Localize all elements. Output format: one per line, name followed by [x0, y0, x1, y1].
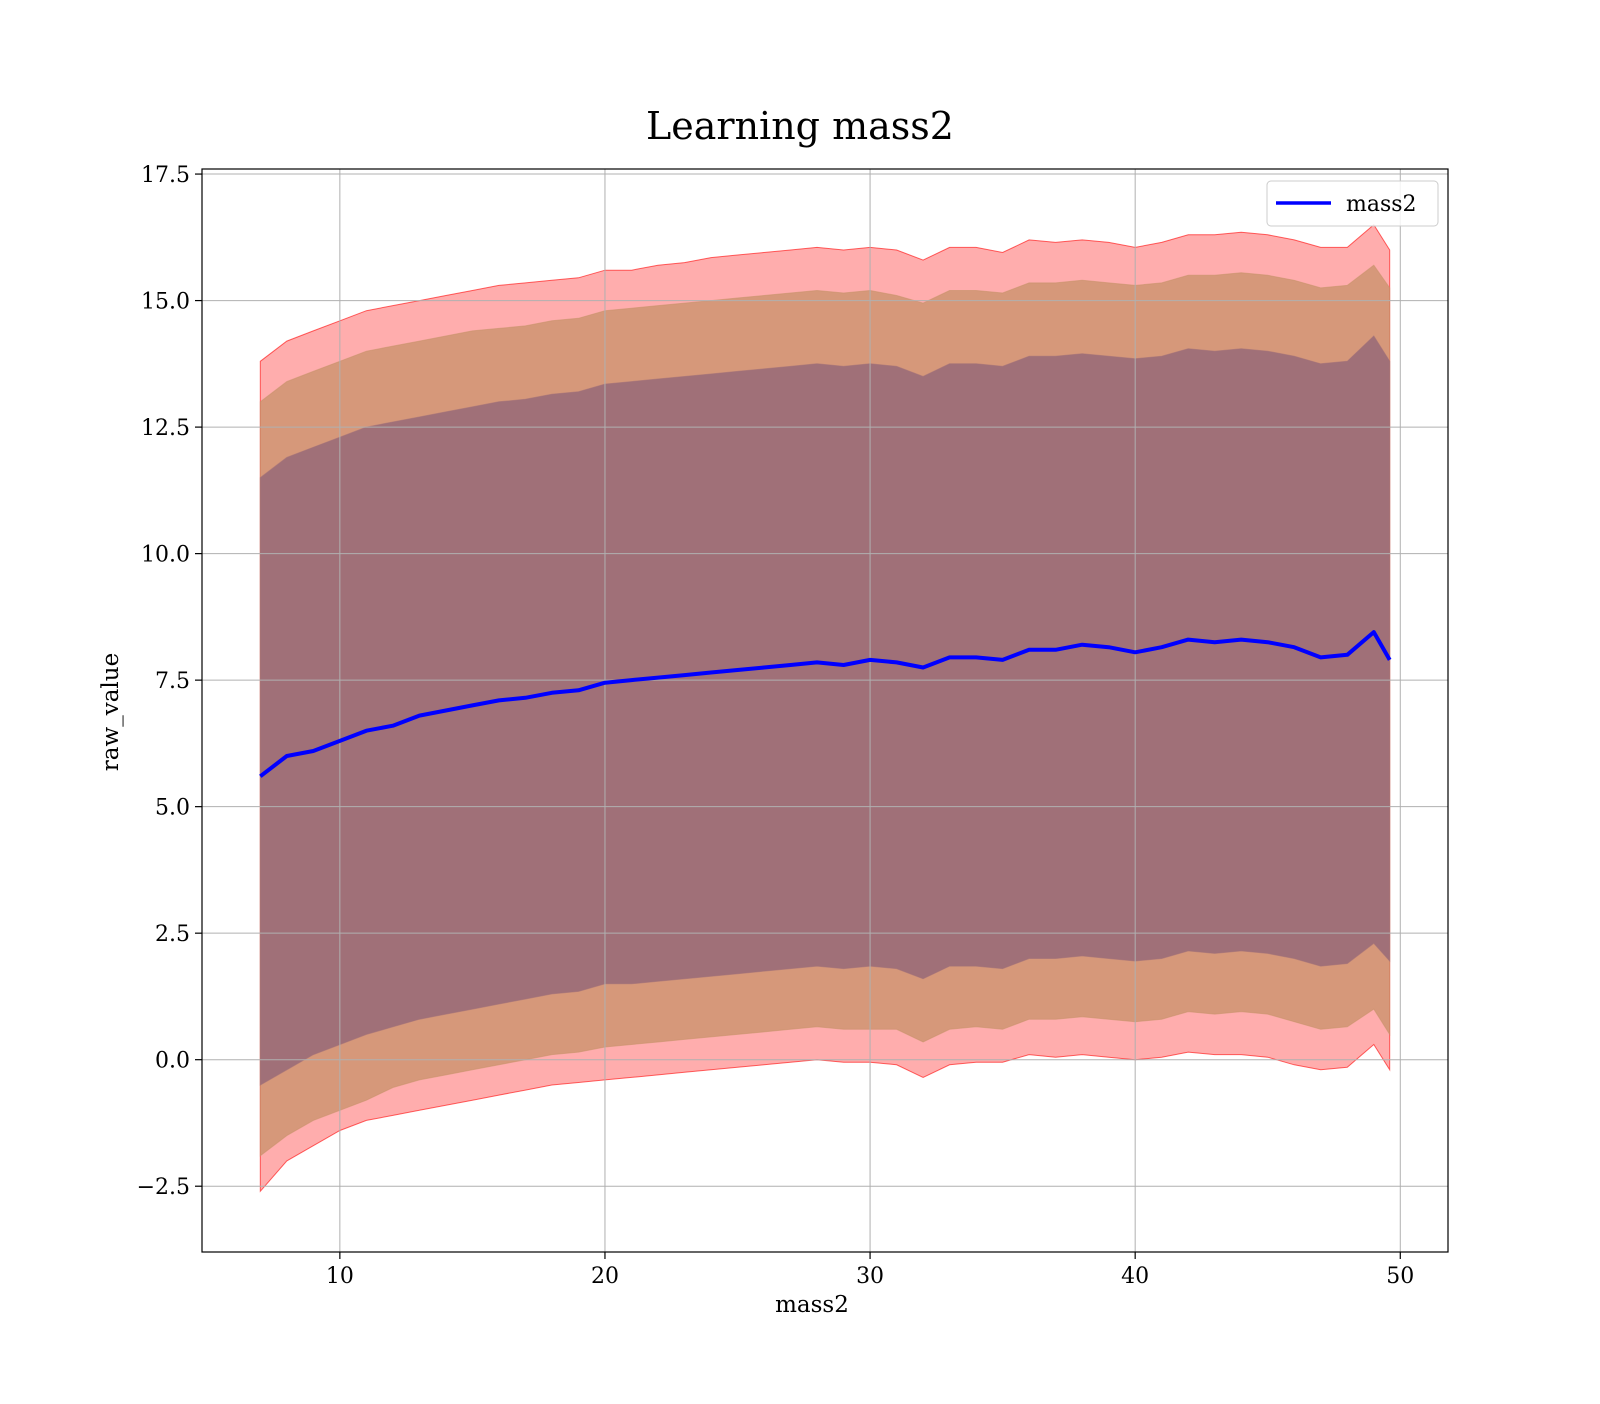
- x-tick-label: 30: [856, 1264, 884, 1289]
- y-tick-label: 0.0: [155, 1049, 190, 1074]
- y-tick-label: −2.5: [137, 1175, 190, 1200]
- x-tick-label: 40: [1121, 1264, 1149, 1289]
- y-tick-label: 12.5: [141, 416, 190, 441]
- x-tick-label: 20: [591, 1264, 619, 1289]
- y-tick-label: 7.5: [155, 669, 190, 694]
- x-axis-label: mass2: [775, 1292, 849, 1318]
- y-tick-label: 17.5: [141, 163, 190, 188]
- x-tick-label: 10: [326, 1264, 354, 1289]
- band-2: [259, 335, 1391, 1086]
- y-tick-label: 5.0: [155, 796, 190, 821]
- legend-label-mass2: mass2: [1346, 192, 1417, 217]
- y-tick-label: 10.0: [141, 543, 190, 568]
- legend-box: [1266, 180, 1439, 227]
- plot-frame: [201, 168, 1449, 1253]
- chart-title: Learning mass2: [646, 104, 954, 148]
- axis-ticks: 10 20 30 40 50 −2.5 0.0 2.5 5.0 7.5 10.0 12.5 15.0 17…: [137, 163, 1415, 1289]
- grid-lines: [202, 169, 1448, 1252]
- confidence-bands: [259, 223, 1391, 1193]
- y-tick-label: 2.5: [155, 922, 190, 947]
- y-axis-label: raw_value: [98, 653, 124, 771]
- series-lines: [259, 630, 1392, 778]
- x-tick-label: 50: [1386, 1264, 1414, 1289]
- y-tick-label: 15.0: [141, 290, 190, 315]
- legend: mass2: [1266, 180, 1439, 227]
- series-line-0: [259, 630, 1392, 778]
